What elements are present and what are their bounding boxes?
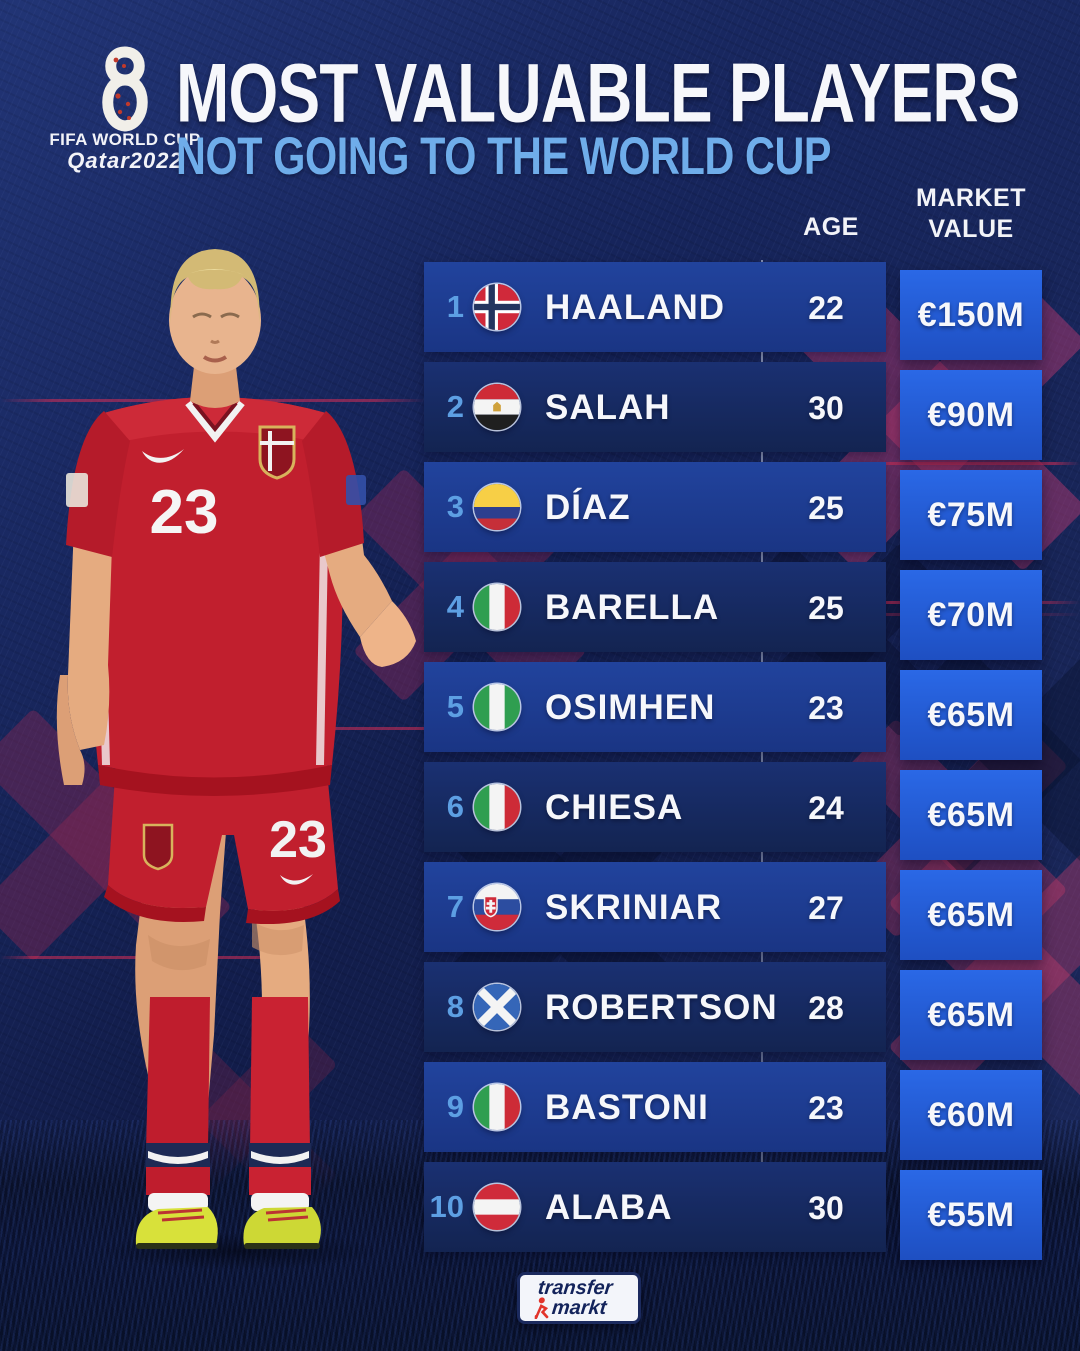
row-market-value: €75M [927,496,1015,534]
market-value-line2: VALUE [928,214,1014,243]
row-age: 30 [808,390,844,426]
market-value-line1: MARKET [916,184,1026,212]
row-age: 28 [808,990,844,1026]
row-rank: 1 [446,289,464,324]
fifa-logo-year: Qatar2022 [67,148,183,173]
row-market-value-box: €65M [900,870,1042,960]
page-title: MOST VALUABLE PLAYERS [176,47,1020,140]
row-market-value-box: €60M [900,1070,1042,1160]
row-market-value: €55M [927,1196,1015,1234]
table-row: 5 OSIMHEN 23 €65M [424,662,1042,760]
row-player-name: ALABA [545,1188,673,1227]
transfermarkt-text-bottom: markt [519,1297,639,1319]
transfermarkt-text-markt: markt [550,1296,608,1319]
row-player-name: SALAH [545,388,671,427]
slovakia-flag-icon [474,884,520,930]
row-market-value-box: €65M [900,770,1042,860]
italy-flag-icon [474,584,520,630]
row-market-value: €60M [927,1096,1015,1134]
row-market-value-box: €70M [900,570,1042,660]
table-row: 7 SKRINIAR 27 €65M [424,862,1042,960]
row-player-name: SKRINIAR [545,888,723,927]
svg-text:23: 23 [150,478,219,547]
row-rank: 10 [429,1189,464,1224]
table-row: 9 BASTONI 23 €60M [424,1062,1042,1160]
row-rank: 2 [446,389,464,424]
egypt-flag-icon [474,384,520,430]
row-market-value: €70M [927,596,1015,634]
row-rank: 5 [446,689,464,724]
row-rank: 6 [446,789,464,824]
row-player-name: CHIESA [545,788,684,827]
row-age: 25 [808,490,844,526]
row-rank: 8 [446,989,464,1024]
table-row: 4 BARELLA 25 €70M [424,562,1042,660]
row-rank: 9 [446,1089,464,1124]
fifa-emblem-icon [102,46,148,132]
colombia-flag-icon [474,484,520,530]
row-age: 23 [808,690,844,726]
row-age: 22 [808,290,844,326]
svg-text:23: 23 [269,811,327,869]
row-player-name: HAALAND [545,288,726,327]
column-header-age: AGE [803,213,859,241]
row-market-value: €65M [927,896,1015,934]
row-player-name: OSIMHEN [545,688,716,727]
row-rank: 4 [446,589,464,624]
row-age: 30 [808,1190,844,1226]
column-header-market-value: MARKET VALUE [896,183,1046,244]
table-row: 3 DÍAZ 25 €75M [424,462,1042,560]
fifa-logo-text: FIFA WORLD CUP [49,130,201,149]
row-age: 25 [808,590,844,626]
row-age: 24 [808,790,844,826]
table-row: 10 ALABA 30 €55M [424,1162,1042,1260]
scotland-flag-icon [474,984,520,1030]
row-age: 23 [808,1090,844,1126]
transfermarkt-player-icon [534,1296,549,1319]
page-subtitle: NOT GOING TO THE WORLD CUP [176,127,832,186]
table-row: 1 HAALAND 22 €150M [424,262,1042,360]
row-player-name: BASTONI [545,1088,709,1127]
table-row: 2 SALAH 30 €90M [424,362,1042,460]
row-market-value: €65M [927,796,1015,834]
row-market-value-box: €65M [900,970,1042,1060]
row-market-value-box: €55M [900,1170,1042,1260]
row-market-value: €150M [917,296,1025,334]
row-market-value-box: €150M [900,270,1042,360]
player-photo-haaland: 23 23 [56,249,416,1249]
table-column-divider [761,260,763,1252]
row-rank: 7 [446,889,464,924]
row-market-value: €65M [927,696,1015,734]
transfermarkt-logo: transfer markt [517,1272,641,1324]
table-row: 6 CHIESA 24 €65M [424,762,1042,860]
norway-flag-icon [474,284,520,330]
italy-flag-icon [474,1084,520,1130]
row-market-value: €90M [927,396,1015,434]
row-rank: 3 [446,489,464,524]
transfermarkt-text-top: transfer [536,1276,614,1299]
row-market-value-box: €75M [900,470,1042,560]
table-row: 8 ROBERTSON 28 €65M [424,962,1042,1060]
row-age: 27 [808,890,844,926]
austria-flag-icon [474,1184,520,1230]
row-player-name: BARELLA [545,588,720,627]
row-player-name: DÍAZ [545,488,631,527]
nigeria-flag-icon [474,684,520,730]
row-market-value: €65M [927,996,1015,1034]
row-market-value-box: €65M [900,670,1042,760]
red-line-decoration [865,462,1080,465]
italy-flag-icon [474,784,520,830]
row-player-name: ROBERTSON [545,988,778,1027]
row-market-value-box: €90M [900,370,1042,460]
